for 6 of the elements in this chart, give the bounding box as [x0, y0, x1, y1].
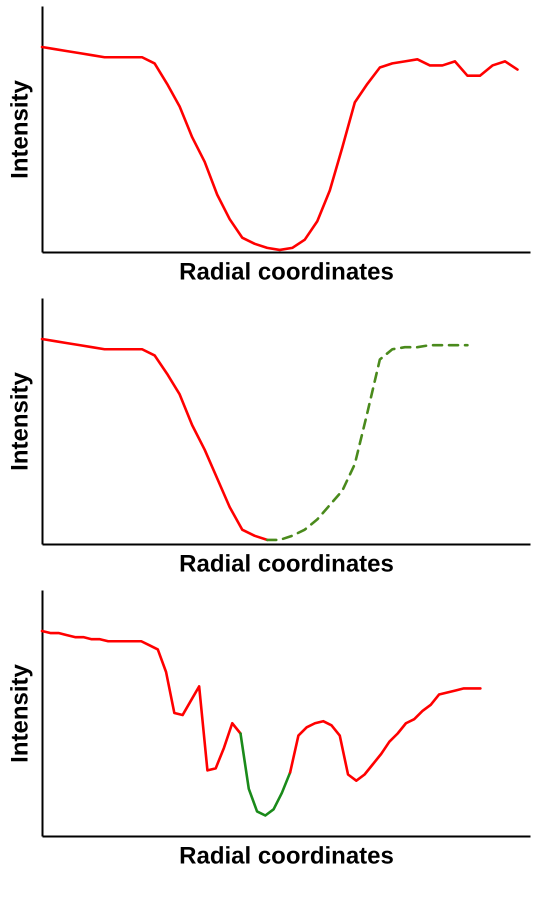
x-axis-title: Radial coordinates — [179, 550, 394, 578]
y-axis-title: Intensity — [6, 664, 34, 763]
y-axis-title: Intensity — [6, 80, 34, 179]
x-axis-title: Radial coordinates — [179, 258, 394, 286]
x-axis-title: Radial coordinates — [179, 842, 394, 870]
y-axis-title: Intensity — [6, 372, 34, 471]
